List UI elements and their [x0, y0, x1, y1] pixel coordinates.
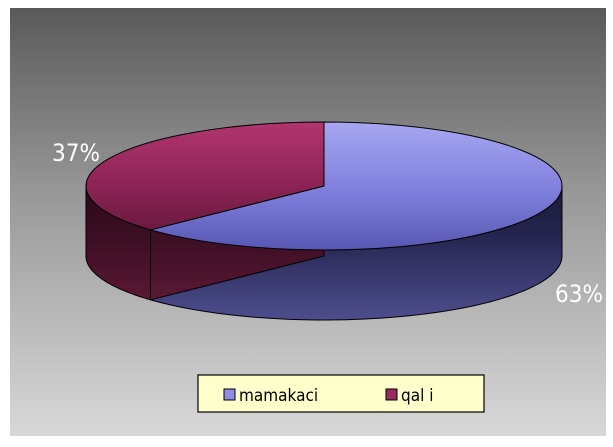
legend-label-mamakaci: mamakaci: [239, 386, 318, 406]
legend-box: [197, 374, 485, 413]
legend-label-qali: qal i: [401, 386, 433, 406]
legend-swatch-mamakaci: [223, 388, 236, 401]
legend-item-qali: qal i: [385, 386, 433, 406]
pie-group: [85, 121, 563, 321]
slice-label-qali: 37%: [52, 139, 100, 167]
slice-mamakaci: [148, 121, 563, 251]
legend-item-mamakaci: mamakaci: [223, 386, 318, 406]
legend: mamakaci qal i: [197, 374, 485, 413]
slice-qali: [85, 121, 325, 231]
slice-label-mamakaci: 63%: [555, 280, 603, 308]
legend-swatch-qali: [385, 388, 398, 401]
